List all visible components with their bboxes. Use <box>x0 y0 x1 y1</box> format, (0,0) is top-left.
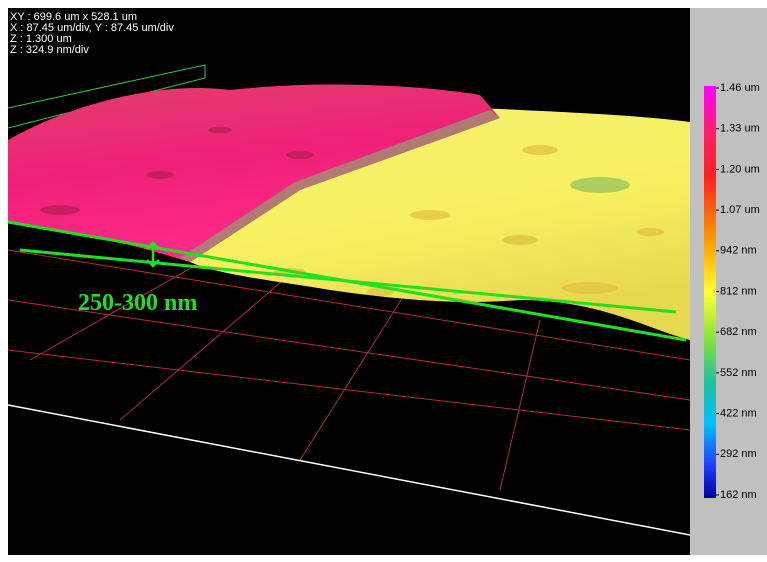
info-line: X : 87.45 um/div, Y : 87.45 um/div <box>10 22 174 34</box>
height-arrow <box>146 241 160 268</box>
info-text: XY : 699.6 um x 528.1 umX : 87.45 um/div… <box>10 11 174 56</box>
info-line: Z : 324.9 nm/div <box>10 44 89 56</box>
colorbar-label: 1.07 um <box>720 204 760 216</box>
surface-view <box>8 64 690 536</box>
colorbar-label: 552 nm <box>720 367 757 379</box>
pits <box>274 145 664 296</box>
yellow-surface <box>190 108 690 340</box>
colorbar-label: 682 nm <box>720 326 757 338</box>
colorbar-panel <box>690 8 767 555</box>
green-line <box>19 248 677 314</box>
base-edge <box>8 404 690 536</box>
colorbar-labels: 1.46 um 1.33 um 1.20 um 1.07 um 942 nm 812 nm… <box>716 82 760 501</box>
info-line: XY : 699.6 um x 528.1 um <box>10 11 137 23</box>
info-line: Z : 1.300 um <box>10 33 72 45</box>
colorbar-label: 422 nm <box>720 408 757 420</box>
colorbar-label: 1.20 um <box>720 163 760 175</box>
colorbar-label: 942 nm <box>720 245 757 257</box>
colorbar-label: 1.46 um <box>720 82 760 94</box>
colorbar <box>704 86 716 498</box>
colorbar-label: 292 nm <box>720 448 757 460</box>
colorbar-label: 812 nm <box>720 285 757 297</box>
step-edge <box>180 110 500 262</box>
pink-pits <box>40 127 314 215</box>
annotation: 250-300 nm <box>78 290 197 316</box>
colorbar-label: 1.33 um <box>720 123 760 135</box>
colorbar-label: 162 nm <box>720 489 757 501</box>
pink-surface <box>8 84 500 262</box>
